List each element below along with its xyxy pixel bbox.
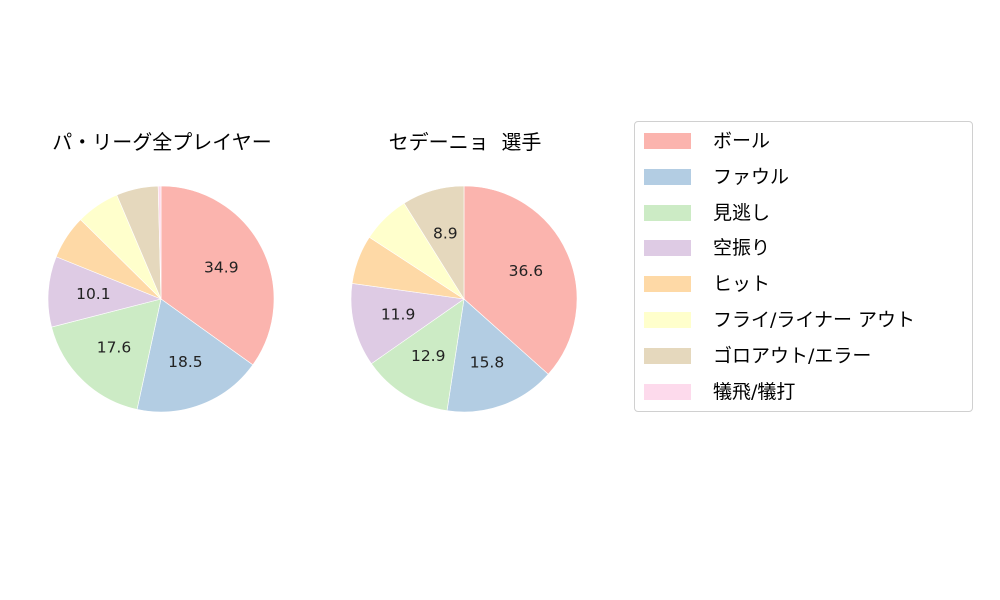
chart-title-league: パ・リーグ全プレイヤー [52, 130, 272, 154]
legend-item: ゴロアウト/エラー [635, 342, 972, 370]
legend-label: 見逃し [713, 201, 771, 224]
pie-slice [446, 298, 549, 413]
legend-swatch [644, 133, 691, 149]
legend-label: 犠飛/犠打 [713, 380, 796, 403]
legend-item: ファウル [635, 163, 972, 191]
legend-label: ファウル [713, 165, 790, 188]
legend-swatch [644, 276, 691, 293]
slice-label: 10.1 [76, 285, 111, 303]
pie-slice [157, 185, 162, 300]
pie-slice [160, 185, 275, 366]
legend-item: 空振り [635, 234, 972, 262]
slice-label: 17.6 [97, 338, 132, 356]
pie-chart-league: 34.9 18.5 17.6 10.1 [47, 185, 275, 413]
legend-label: ゴロアウト/エラー [713, 344, 872, 367]
legend-swatch [644, 240, 691, 257]
slice-label: 8.9 [433, 224, 458, 242]
slice-label: 15.8 [470, 353, 505, 371]
pie-slice [51, 298, 162, 410]
legend-swatch [644, 204, 691, 221]
pie-slice [136, 298, 254, 413]
pie-slice [47, 256, 162, 328]
legend-label: フライ/ライナー アウト [713, 309, 916, 331]
legend-swatch [644, 347, 691, 364]
pie-slice [463, 185, 578, 375]
legend-label: 空振り [713, 237, 771, 260]
pie-chart-player: 36.6 15.8 12.9 11.9 8.9 [350, 185, 578, 413]
legend-label: ボール [713, 130, 771, 152]
legend-item: 犠飛/犠打 [635, 378, 972, 406]
legend-item: ヒット [635, 270, 972, 298]
legend-swatch [644, 383, 691, 400]
slice-label: 11.9 [381, 305, 416, 323]
slice-label: 12.9 [411, 347, 446, 365]
slice-label: 36.6 [509, 262, 544, 280]
legend-item: ボール [635, 127, 972, 155]
legend-item: 見逃し [635, 199, 972, 227]
legend-label: ヒット [713, 273, 771, 296]
chart-title-player: セデーニョ 選手 [388, 130, 542, 154]
slice-label: 18.5 [168, 353, 203, 371]
legend-swatch [644, 168, 691, 185]
pie-slice [350, 283, 465, 365]
pie-slice [403, 185, 465, 301]
legend-swatch [644, 312, 691, 328]
legend-item: フライ/ライナー アウト [635, 306, 972, 334]
legend: ボールファウル見逃し空振りヒットフライ/ライナー アウト ゴロアウト/エラー 犠飛/… [634, 121, 973, 412]
pie-slice [370, 298, 465, 412]
slice-label: 34.9 [204, 259, 239, 277]
